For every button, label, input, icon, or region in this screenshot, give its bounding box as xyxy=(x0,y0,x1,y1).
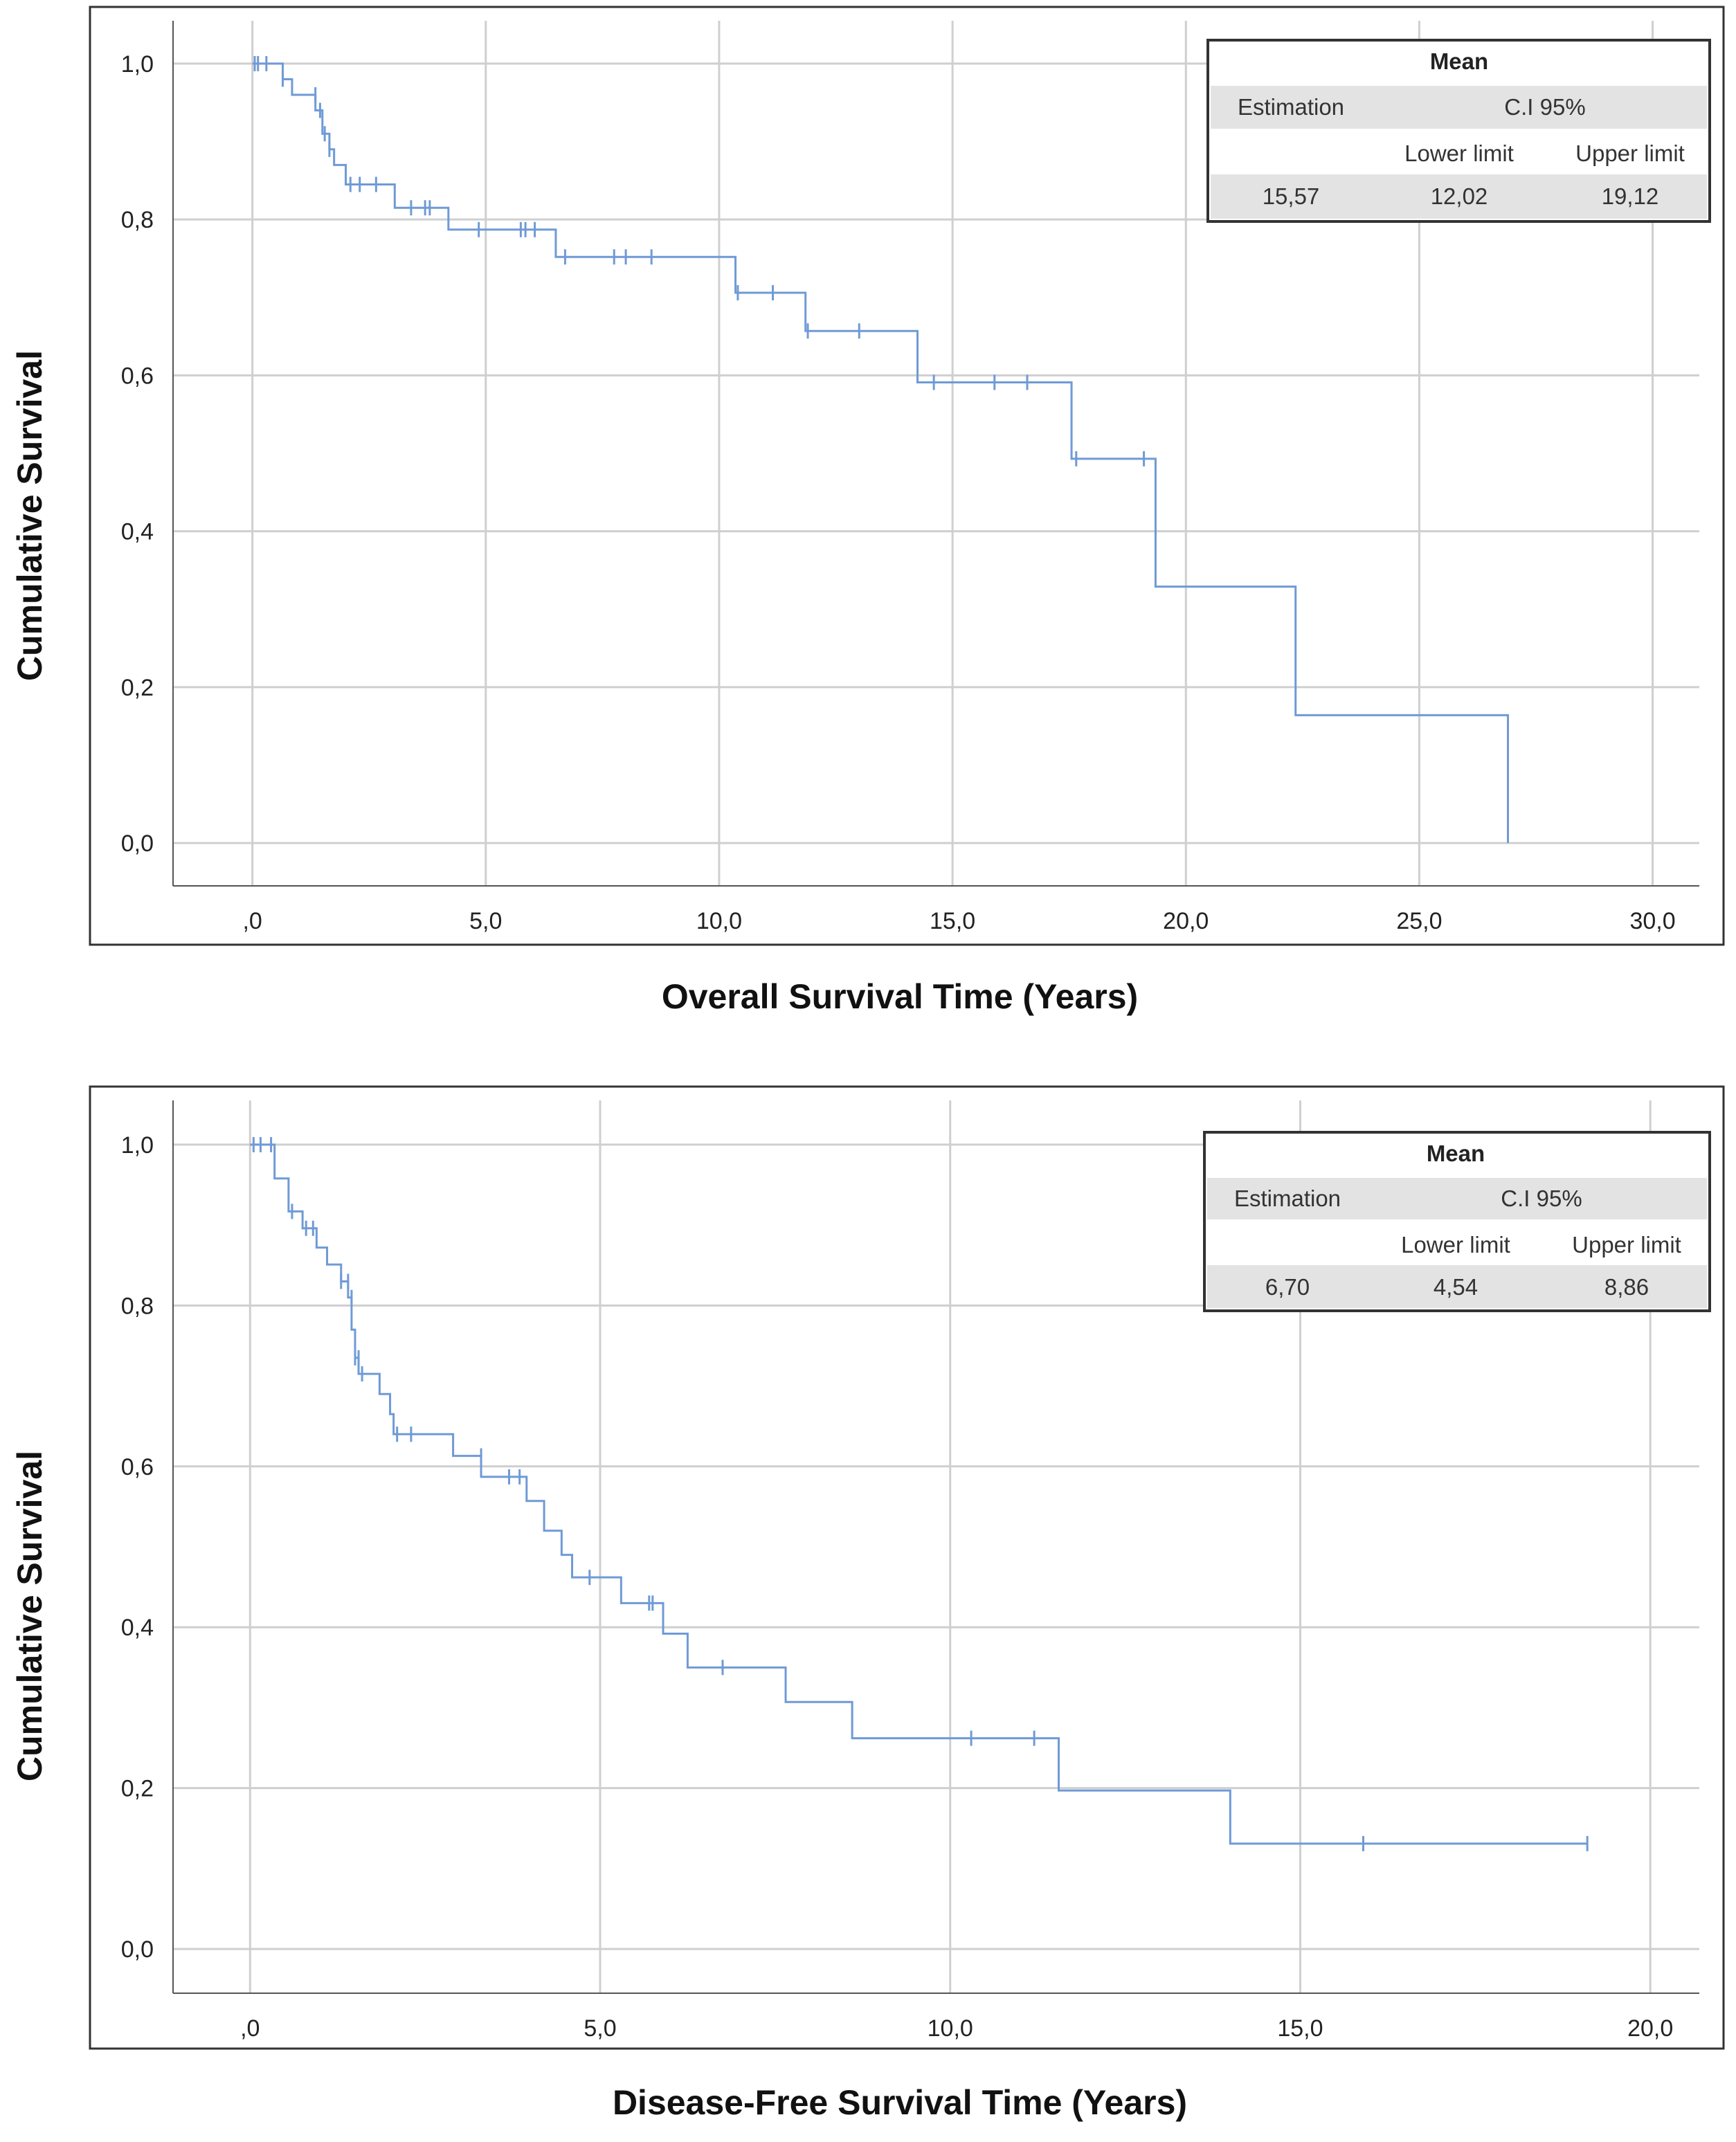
x-tick-label: 15,0 xyxy=(1277,2015,1323,2042)
disease-free-survival-chart: ,0 5,0 10,0 15,0 20,0 0,0 0,2 0,4 0,6 0,8 1,0 Mea… xyxy=(10,1085,1725,2122)
survival-curve xyxy=(252,62,1510,844)
y-tick-label: 0,4 xyxy=(121,1615,154,1641)
survival-step-line xyxy=(250,1143,1588,1845)
y-tick-label: 0,8 xyxy=(121,207,154,233)
overall-survival-chart: ,0 5,0 10,0 15,0 20,0 25,0 30,0 0,00,20,40,60,… xyxy=(10,6,1725,1016)
x-tick-labels: ,0 5,0 10,0 15,0 20,0 xyxy=(240,2015,1673,2042)
table-lower-header: Lower limit xyxy=(1404,140,1514,166)
table-upper: 8,86 xyxy=(1604,1274,1649,1300)
x-tick-label: 15,0 xyxy=(930,908,975,934)
table-ci-header: C.I 95% xyxy=(1501,1186,1582,1211)
y-tick-labels: 0,0 0,2 0,4 0,6 0,8 1,0 xyxy=(121,51,154,857)
table-estimate: 15,57 xyxy=(1263,183,1320,209)
table-upper-header: Upper limit xyxy=(1575,140,1685,166)
disease-free-survival-panel: ,0 5,0 10,0 15,0 20,0 0,0 0,2 0,4 0,6 0,8 1,0 Mea… xyxy=(0,1080,1736,2142)
survival-step-line xyxy=(252,62,1510,844)
table-row-shade xyxy=(1211,174,1707,219)
y-tick-label: 0,8 xyxy=(121,1293,154,1319)
x-tick-labels: ,0 5,0 10,0 15,0 20,0 25,0 30,0 xyxy=(242,908,1675,934)
mean-table: Mean Estimation C.I 95% Lower limit Uppe… xyxy=(1203,1131,1711,1312)
y-tick-label: 0,2 xyxy=(121,675,154,701)
x-tick-label: ,0 xyxy=(242,908,262,934)
table-row-shade xyxy=(1207,1265,1707,1308)
table-col-estimation: Estimation xyxy=(1234,1186,1341,1211)
y-tick-label: 1,0 xyxy=(121,51,154,78)
table-ci-header: C.I 95% xyxy=(1504,94,1585,120)
overall-survival-panel: ,0 5,0 10,0 15,0 20,0 25,0 30,0 0,0 0,2 0,4 0,6 0,… xyxy=(0,0,1736,1038)
x-tick-label: ,0 xyxy=(240,2015,260,2042)
table-lower-header: Lower limit xyxy=(1401,1232,1510,1258)
y-tick-label: 1,0 xyxy=(121,1132,154,1159)
axes xyxy=(172,21,1699,887)
x-tick-label: 10,0 xyxy=(696,908,742,934)
y-tick-label: 0,0 xyxy=(121,831,154,857)
censor-marks xyxy=(253,55,1146,466)
grid xyxy=(173,21,1699,886)
x-tick-label: 10,0 xyxy=(928,2015,973,2042)
table-upper-header: Upper limit xyxy=(1572,1232,1681,1258)
x-tick-label: 20,0 xyxy=(1627,2015,1673,2042)
y-axis-title: Cumulative Survival xyxy=(10,1451,49,1781)
x-tick-label: 5,0 xyxy=(469,908,502,934)
y-tick-label: 0,4 xyxy=(121,519,154,545)
survival-curve xyxy=(250,1143,1588,1845)
table-upper: 19,12 xyxy=(1602,183,1659,209)
y-tick-label: 0,6 xyxy=(121,363,154,389)
y-tick-labels: 0,0 0,2 0,4 0,6 0,8 1,0 xyxy=(121,1132,154,1963)
table-title: Mean xyxy=(1427,1141,1485,1166)
table-row-shade xyxy=(1207,1178,1707,1219)
x-tick-label: 5,0 xyxy=(584,2015,616,2042)
y-tick-label: 0,0 xyxy=(121,1936,154,1963)
x-axis-title: Overall Survival Time (Years) xyxy=(662,977,1138,1016)
mean-table: Mean Estimation C.I 95% Lower limit Uppe… xyxy=(1206,39,1711,223)
table-col-estimation: Estimation xyxy=(1238,94,1344,120)
y-axis-title: Cumulative Survival xyxy=(10,350,49,681)
censor-marks xyxy=(252,1136,1589,1851)
x-axis-title: Disease-Free Survival Time (Years) xyxy=(613,2083,1187,2122)
table-estimate: 6,70 xyxy=(1265,1274,1310,1300)
y-tick-label: 0,2 xyxy=(121,1776,154,1802)
y-tick-label: 0,6 xyxy=(121,1454,154,1480)
x-tick-label: 25,0 xyxy=(1396,908,1442,934)
axes xyxy=(172,1100,1699,1994)
table-lower: 12,02 xyxy=(1431,183,1488,209)
table-lower: 4,54 xyxy=(1434,1274,1478,1300)
table-row-shade xyxy=(1211,86,1707,129)
table-title: Mean xyxy=(1430,48,1488,74)
x-tick-label: 30,0 xyxy=(1629,908,1675,934)
x-tick-label: 20,0 xyxy=(1163,908,1209,934)
